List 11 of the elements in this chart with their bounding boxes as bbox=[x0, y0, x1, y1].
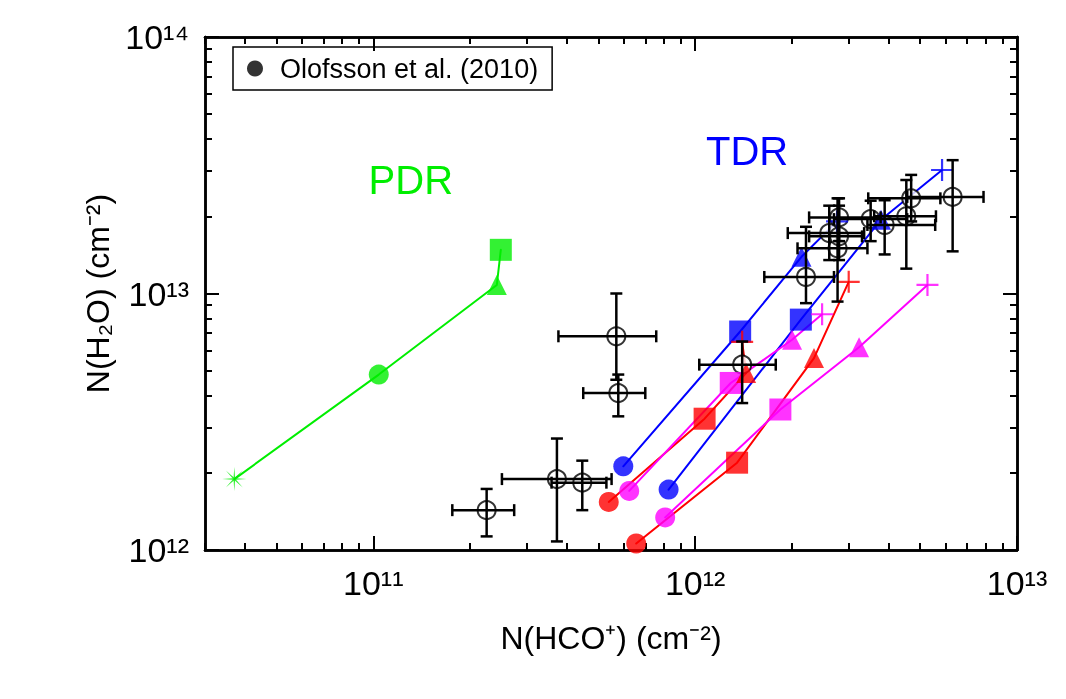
y-tick-label: 10¹³ bbox=[128, 274, 189, 313]
y-tick-label: 10¹⁴ bbox=[125, 18, 189, 56]
y-axis-title: N(H₂O) (cm⁻²) bbox=[80, 193, 117, 394]
y-tick-label: 10¹² bbox=[128, 531, 189, 569]
series-label: PDR bbox=[368, 157, 454, 202]
x-tick-label: 10¹¹ bbox=[343, 564, 404, 602]
x-tick-label: 10¹² bbox=[664, 564, 726, 602]
x-tick-label: 10¹³ bbox=[986, 564, 1048, 602]
legend-label: Olofsson et al. (2010) bbox=[280, 53, 539, 84]
x-axis-title: N(HCO⁺) (cm⁻²) bbox=[500, 620, 722, 656]
series-label: TDR bbox=[705, 129, 789, 174]
